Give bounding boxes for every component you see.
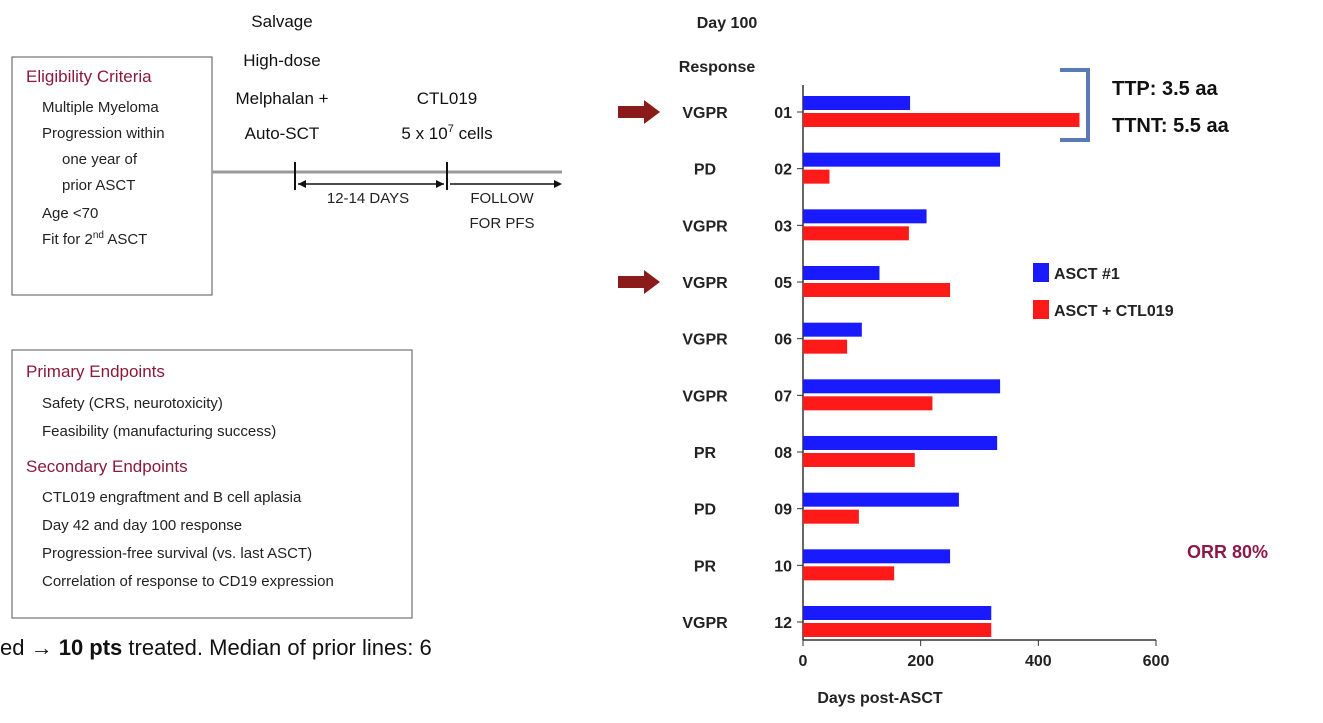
- response-label: VGPR: [682, 218, 728, 235]
- chart-title: Response: [679, 59, 756, 76]
- eligibility-item: Progression within: [42, 125, 165, 142]
- annotation: TTNT: 5.5 aa: [1112, 115, 1230, 137]
- bar: [803, 96, 911, 110]
- eligibility-item: Fit for 2nd ASCT: [42, 230, 147, 248]
- response-label: VGPR: [682, 615, 728, 632]
- endpoint: Safety (CRS, neurotoxicity): [42, 395, 223, 412]
- eligibility-box: [11, 56, 213, 296]
- text: Fit for 2: [42, 231, 93, 248]
- endpoint: Progression-free survival (vs. last ASCT…: [42, 545, 312, 562]
- y-tick-label: 01: [774, 105, 792, 122]
- endpoint: Feasibility (manufacturing success): [42, 423, 276, 440]
- bar: [803, 152, 1001, 167]
- endpoint: CTL019 engraftment and B cell aplasia: [42, 489, 302, 506]
- x-tick-label: 400: [1025, 653, 1052, 670]
- timeline-label: High-dose: [243, 51, 321, 70]
- x-axis-label: Days post-ASCT: [817, 690, 943, 707]
- response-label: PD: [694, 162, 716, 179]
- text: treated. Median of prior lines: 6: [122, 635, 431, 660]
- footer: ed → 10 pts treated. Median of prior lin…: [0, 635, 432, 660]
- endpoint: Correlation of response to CD19 expressi…: [42, 573, 334, 590]
- x-tick-label: 600: [1143, 653, 1170, 670]
- bar: [803, 492, 959, 507]
- highlight-arrow: [618, 270, 660, 294]
- x-tick-label: 0: [799, 653, 808, 670]
- timeline-label: Melphalan +: [235, 89, 328, 108]
- timeline-label: Auto-SCT: [245, 124, 320, 143]
- legend-swatch: [1033, 263, 1049, 282]
- x-tick-label: 200: [907, 653, 934, 670]
- eligibility-item: Age <70: [42, 205, 98, 222]
- text: ASCT: [104, 231, 147, 248]
- bar: [803, 266, 880, 280]
- timeline-label: 5 x 107 cells: [401, 123, 492, 143]
- timeline-label: Salvage: [251, 12, 312, 31]
- y-tick-label: 10: [774, 558, 792, 575]
- legend-label: ASCT + CTL019: [1054, 303, 1174, 320]
- timeline-label: CTL019: [417, 89, 477, 108]
- y-tick-label: 07: [774, 388, 792, 405]
- follow-label: FOR PFS: [469, 215, 534, 232]
- y-tick-label: 06: [774, 332, 792, 349]
- follow-label: FOLLOW: [470, 190, 534, 207]
- chart-title: Day 100: [697, 15, 758, 32]
- bar: [803, 379, 1001, 394]
- bar: [803, 436, 998, 450]
- highlight-arrow: [618, 100, 660, 124]
- bar: [803, 209, 927, 224]
- response-label: PR: [694, 445, 717, 462]
- bar: [803, 549, 951, 564]
- bar: [803, 453, 915, 467]
- y-tick-label: 03: [774, 218, 792, 235]
- y-tick-label: 08: [774, 445, 792, 462]
- y-tick-label: 05: [774, 275, 792, 292]
- response-label: VGPR: [682, 332, 728, 349]
- y-tick-label: 02: [774, 162, 792, 179]
- endpoints-box: [11, 349, 413, 619]
- response-label: PR: [694, 558, 717, 575]
- bar: [803, 322, 862, 337]
- y-tick-label: 09: [774, 502, 792, 519]
- endpoint: Day 42 and day 100 response: [42, 517, 242, 534]
- bar: [803, 509, 859, 524]
- annotation: ORR 80%: [1187, 542, 1268, 562]
- bracket: [1060, 68, 1090, 142]
- endpoints-title: Secondary Endpoints: [26, 457, 188, 476]
- bar: [803, 396, 933, 411]
- legend-swatch: [1033, 300, 1049, 319]
- y-tick-label: 12: [774, 615, 792, 632]
- response-label: VGPR: [682, 388, 728, 405]
- bar: [803, 339, 848, 354]
- annotation: TTP: 3.5 aa: [1112, 78, 1218, 100]
- interval-label: 12-14 DAYS: [327, 190, 409, 207]
- text: 10 pts: [59, 635, 123, 660]
- bar: [803, 623, 992, 637]
- bar: [803, 283, 951, 297]
- bar: [803, 226, 909, 241]
- response-label: VGPR: [682, 105, 728, 122]
- bar: [803, 606, 992, 620]
- superscript: 7: [448, 123, 454, 135]
- bar: [803, 113, 1080, 127]
- superscript: nd: [93, 230, 104, 241]
- text: ed →: [0, 635, 59, 660]
- text: cells: [454, 124, 493, 143]
- eligibility-item: Multiple Myeloma: [42, 99, 159, 116]
- response-label: PD: [694, 502, 716, 519]
- legend-label: ASCT #1: [1054, 266, 1120, 283]
- eligibility-item: one year of: [62, 151, 138, 168]
- eligibility-title: Eligibility Criteria: [26, 67, 152, 86]
- bar: [803, 169, 830, 184]
- eligibility-item: prior ASCT: [62, 177, 135, 194]
- response-label: VGPR: [682, 275, 728, 292]
- text: 5 x 10: [401, 124, 447, 143]
- endpoints-title: Primary Endpoints: [26, 362, 165, 381]
- bar: [803, 566, 895, 581]
